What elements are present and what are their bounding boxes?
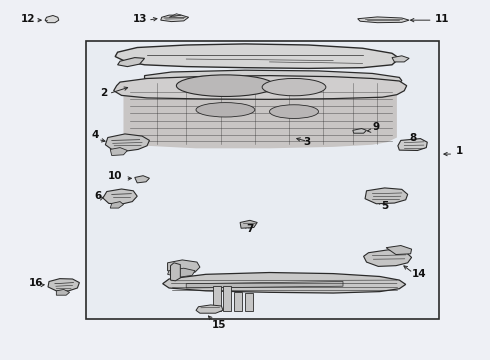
Polygon shape xyxy=(118,58,145,67)
Polygon shape xyxy=(364,250,412,266)
Text: 11: 11 xyxy=(435,14,450,24)
Polygon shape xyxy=(353,129,367,133)
Bar xyxy=(234,292,242,311)
Polygon shape xyxy=(110,148,127,156)
Polygon shape xyxy=(145,70,402,84)
Polygon shape xyxy=(358,17,409,23)
Text: 1: 1 xyxy=(456,146,463,156)
Bar xyxy=(223,286,231,311)
Polygon shape xyxy=(45,15,59,23)
Ellipse shape xyxy=(196,103,255,117)
Text: 9: 9 xyxy=(372,122,380,132)
Polygon shape xyxy=(161,15,189,22)
Text: 6: 6 xyxy=(94,191,101,201)
Polygon shape xyxy=(168,260,200,274)
Text: 3: 3 xyxy=(304,137,311,147)
Polygon shape xyxy=(386,246,412,255)
Text: 13: 13 xyxy=(133,14,148,24)
Polygon shape xyxy=(123,78,397,148)
Ellipse shape xyxy=(176,75,274,96)
Text: 5: 5 xyxy=(381,201,389,211)
Polygon shape xyxy=(392,56,409,62)
Polygon shape xyxy=(168,268,195,277)
Polygon shape xyxy=(240,220,257,228)
Ellipse shape xyxy=(262,78,326,96)
Bar xyxy=(86,41,439,319)
Text: 14: 14 xyxy=(412,269,426,279)
Polygon shape xyxy=(114,76,407,99)
Polygon shape xyxy=(115,44,399,68)
Polygon shape xyxy=(105,134,149,151)
Polygon shape xyxy=(196,305,223,313)
Polygon shape xyxy=(171,263,180,281)
Text: 16: 16 xyxy=(28,278,43,288)
Bar xyxy=(213,286,221,311)
Polygon shape xyxy=(365,188,408,204)
Text: 8: 8 xyxy=(409,133,416,143)
Ellipse shape xyxy=(270,105,318,118)
Polygon shape xyxy=(103,189,137,204)
Text: 7: 7 xyxy=(246,224,254,234)
Text: 12: 12 xyxy=(21,14,35,24)
Text: 4: 4 xyxy=(92,130,99,140)
Polygon shape xyxy=(398,139,427,150)
Text: 10: 10 xyxy=(108,171,122,181)
Polygon shape xyxy=(135,176,149,183)
Polygon shape xyxy=(48,279,79,291)
Polygon shape xyxy=(56,289,70,295)
Polygon shape xyxy=(163,273,406,293)
Text: 15: 15 xyxy=(212,320,226,330)
Text: 2: 2 xyxy=(100,89,108,99)
Polygon shape xyxy=(186,282,343,288)
Bar xyxy=(245,293,253,311)
Polygon shape xyxy=(110,202,123,208)
